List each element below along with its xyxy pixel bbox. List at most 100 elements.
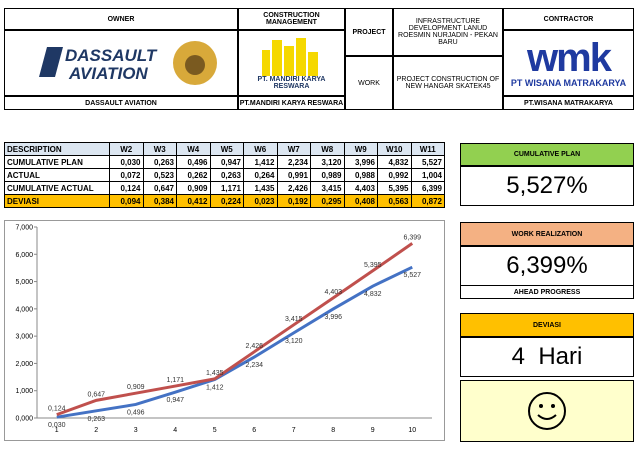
data-label: 4,403 <box>324 289 342 296</box>
building <box>295 38 306 76</box>
y-tick-label: 4,000 <box>15 306 33 313</box>
building <box>271 40 282 76</box>
table-cell: DESCRIPTION <box>4 142 110 156</box>
series-line <box>56 242 414 417</box>
project-text: INFRASTRUCTURE DEVELOPMENT LANUD ROESMIN… <box>393 8 503 56</box>
data-label: 2,426 <box>245 343 263 350</box>
table-row: ACTUAL 0,072 0,523 0,262 0,263 0,264 0,991 0,98… <box>4 168 445 182</box>
table-cell: 0,263 <box>209 168 244 182</box>
table-cell: W2 <box>109 142 144 156</box>
table-cell: W5 <box>209 142 244 156</box>
table-cell: 0,023 <box>243 194 278 208</box>
data-label: 2,234 <box>245 362 263 369</box>
smiley-box <box>460 380 634 442</box>
y-tick-label: 1,000 <box>15 388 33 395</box>
table-cell: W11 <box>410 142 445 156</box>
x-tick-label: 3 <box>134 427 138 434</box>
table-cell: 0,030 <box>109 155 144 169</box>
cm-logo-text: PT. MANDIRI KARYA RESWARA <box>257 76 326 90</box>
cm-logo: PT. MANDIRI KARYA RESWARA <box>238 30 345 96</box>
smiley-mouth <box>537 414 557 420</box>
table-cell: 0,094 <box>109 194 144 208</box>
table-cell: 0,872 <box>410 194 445 208</box>
table-cell: 0,072 <box>109 168 144 182</box>
table-row: CUMULATIVE PLAN 0,030 0,263 0,496 0,947 1,412… <box>4 155 445 169</box>
work-text: PROJECT CONSTRUCTION OF NEW HANGAR SKATE… <box>393 56 503 110</box>
table-cell: 1,412 <box>243 155 278 169</box>
table-cell: 3,996 <box>343 155 378 169</box>
table-cell: 0,647 <box>142 181 177 195</box>
contractor-label: CONTRACTOR <box>503 8 634 30</box>
owner-caption: DASSAULT AVIATION <box>4 96 238 110</box>
data-label: 1,171 <box>166 377 184 384</box>
table-cell: W4 <box>176 142 211 156</box>
x-tick-label: 9 <box>371 427 375 434</box>
table-cell: DEVIASI <box>4 194 110 208</box>
table-cell: 0,262 <box>176 168 211 182</box>
data-label: 0,124 <box>48 406 66 413</box>
table-cell: 0,989 <box>310 168 345 182</box>
x-tick-label: 1 <box>55 427 59 434</box>
table-cell: 6,399 <box>410 181 445 195</box>
table-cell: 0,496 <box>176 155 211 169</box>
table-cell: W9 <box>343 142 378 156</box>
table-cell: 0,124 <box>109 181 144 195</box>
table-cell: 0,947 <box>209 155 244 169</box>
y-tick-label: 5,000 <box>15 279 33 286</box>
smiley <box>528 392 566 430</box>
x-tick-label: 6 <box>252 427 256 434</box>
table-cell: W7 <box>276 142 311 156</box>
x-tick-label: 4 <box>173 427 177 434</box>
x-tick-label: 7 <box>292 427 296 434</box>
data-label: 5,527 <box>403 272 421 279</box>
table-cell: 0,991 <box>276 168 311 182</box>
table-cell: W6 <box>243 142 278 156</box>
table-cell: 0,224 <box>209 194 244 208</box>
x-tick-label: 2 <box>94 427 98 434</box>
smiley-face <box>528 392 566 430</box>
progress-table: DESCRIPTION W2 W3 W4 W5 W6 W7 W8 W9 W10 W11 CUMULAT… <box>4 142 445 208</box>
building <box>307 52 318 76</box>
table-cell: ACTUAL <box>4 168 110 182</box>
table-row: DEVIASI 0,094 0,384 0,412 0,224 0,023 0,192 0,2… <box>4 194 445 208</box>
project-label: PROJECT <box>345 8 393 56</box>
chart-frame <box>4 220 445 441</box>
x-tick-label: 10 <box>408 427 416 434</box>
card-note: AHEAD PROGRESS <box>460 286 634 299</box>
x-tick-label: 5 <box>213 427 217 434</box>
owner-label: OWNER <box>4 8 238 30</box>
y-tick-label: 7,000 <box>15 225 33 232</box>
table-cell: 0,264 <box>243 168 278 182</box>
building <box>261 50 270 76</box>
table-cell: 4,403 <box>343 181 378 195</box>
emblem <box>185 55 205 75</box>
card-title: WORK REALIZATION <box>460 222 634 246</box>
logo-shape <box>39 47 63 77</box>
card-title: DEVIASI <box>460 313 634 337</box>
data-label: 0,496 <box>127 409 145 416</box>
table-cell: 4,832 <box>377 155 412 169</box>
data-label: 1,435 <box>206 370 224 377</box>
table-cell: 0,263 <box>142 155 177 169</box>
table-cell: 0,523 <box>142 168 177 182</box>
data-label: 3,996 <box>324 314 342 321</box>
table-cell: 0,563 <box>377 194 412 208</box>
table-cell: W10 <box>377 142 412 156</box>
cm-caption: PT.MANDIRI KARYA RESWARA <box>238 96 345 110</box>
table-cell: 2,426 <box>276 181 311 195</box>
card-title: CUMULATIVE PLAN <box>460 143 634 166</box>
table-cell: 0,295 <box>310 194 345 208</box>
smiley-eye <box>551 404 555 408</box>
work-label: WORK <box>345 56 393 110</box>
building <box>283 46 294 76</box>
table-cell: 0,909 <box>176 181 211 195</box>
table-cell: 1,004 <box>410 168 445 182</box>
table-row: DESCRIPTION W2 W3 W4 W5 W6 W7 W8 W9 W10 W11 <box>4 142 445 156</box>
owner-logo: DASSAULT AVIATION <box>4 30 238 96</box>
table-cell: 2,234 <box>276 155 311 169</box>
table-row: CUMULATIVE ACTUAL 0,124 0,647 0,909 1,171 1,4… <box>4 181 445 195</box>
data-label: 0,909 <box>127 384 145 391</box>
data-label: 5,395 <box>364 262 382 269</box>
table-cell: 5,395 <box>377 181 412 195</box>
data-label: 0,030 <box>48 422 66 429</box>
